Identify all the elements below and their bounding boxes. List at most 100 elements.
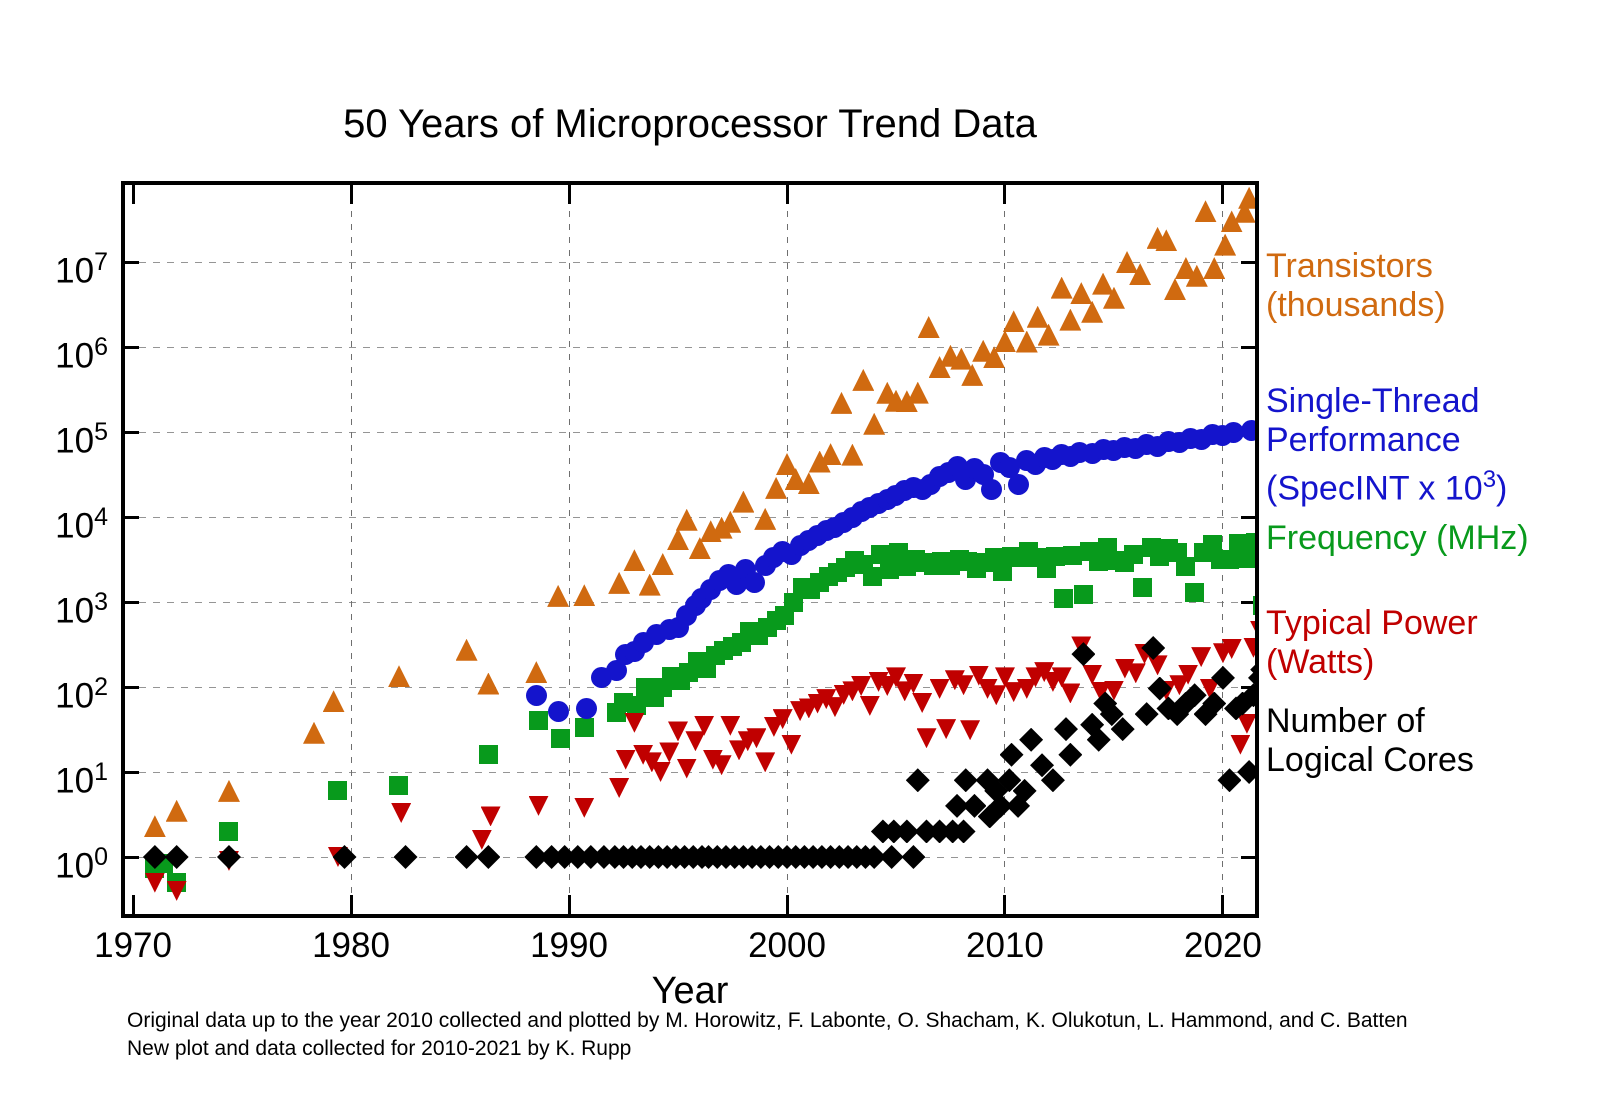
transistors-data-point (1214, 233, 1237, 256)
y-tick-mark (125, 855, 139, 859)
frequency-data-point (862, 566, 882, 586)
power-data-point (1250, 620, 1255, 641)
frequency-data-point (1185, 582, 1205, 602)
transistors-data-point (1026, 305, 1049, 328)
transistors-data-point (302, 721, 325, 744)
transistors-data-point (387, 665, 410, 688)
power-data-point (528, 795, 549, 816)
transistors-data-point (651, 553, 674, 576)
frequency-data-point (219, 821, 239, 841)
power-data-point (1191, 647, 1212, 668)
x-tick-label: 1970 (94, 926, 172, 965)
frequency-data-point (1219, 549, 1239, 569)
frequency-data-point (550, 728, 570, 748)
x-tick-mark (1003, 185, 1007, 204)
power-data-point (1082, 664, 1103, 685)
transistors-data-point (906, 381, 929, 404)
grid-line-horizontal (125, 346, 1255, 348)
y-tick-mark (125, 600, 139, 604)
power-data-point (1230, 734, 1251, 755)
cores-data-point (1248, 665, 1255, 690)
transistors-data-point (1059, 308, 1082, 331)
power-data-point (1125, 663, 1146, 684)
y-tick-label: 103 (55, 588, 108, 631)
legend-cores-line2: Logical Cores (1266, 741, 1474, 779)
footnote-line-2: New plot and data collected for 2010-202… (127, 1037, 632, 1060)
chart-title: 50 Years of Microprocessor Trend Data (343, 102, 1037, 146)
transistors-data-point (819, 443, 842, 466)
x-tick-mark (1003, 895, 1007, 914)
transistors-data-point (638, 573, 661, 596)
frequency-data-point (1246, 533, 1255, 553)
legend-cores-label: Number of Logical Cores (1266, 702, 1474, 780)
power-data-point (624, 712, 645, 733)
transistors-data-point (525, 661, 548, 684)
power-data-point (1243, 637, 1255, 658)
frequency-data-point (784, 592, 804, 612)
frequency-data-point (871, 545, 891, 565)
power-data-point (144, 872, 165, 893)
y-tick-mark (125, 345, 139, 349)
legend-cores-line1: Number of (1266, 702, 1425, 740)
power-data-point (391, 802, 412, 823)
power-data-point (781, 734, 802, 755)
x-tick-label: 2020 (1184, 926, 1262, 965)
power-data-point (960, 720, 981, 741)
specint-data-point (547, 701, 569, 723)
legend-power-line1: Typical Power (1266, 604, 1478, 642)
legend-frequency-line1: Frequency (MHz) (1266, 519, 1529, 557)
x-tick-mark (349, 185, 353, 204)
frequency-data-point (1063, 546, 1083, 566)
grid-line-horizontal (125, 431, 1255, 433)
frequency-data-point (1124, 545, 1144, 565)
power-data-point (574, 797, 595, 818)
frequency-data-point (627, 696, 647, 716)
power-data-point (615, 749, 636, 770)
cores-data-point (393, 845, 418, 870)
frequency-data-point (1045, 547, 1065, 567)
cores-data-point (1071, 642, 1096, 667)
specint-data-point (1240, 419, 1255, 441)
frequency-data-point (1073, 584, 1093, 604)
frequency-data-point (389, 775, 409, 795)
transistors-data-point (1194, 200, 1217, 223)
cores-data-point (216, 845, 241, 870)
transistors-data-point (841, 443, 864, 466)
y-tick-mark (125, 430, 139, 434)
power-data-point (912, 692, 933, 713)
legend-transistors-label: Transistors (thousands) (1266, 247, 1446, 325)
grid-line-vertical (1222, 185, 1224, 914)
transistors-data-point (165, 799, 188, 822)
transistors-data-point (573, 584, 596, 607)
y-tick-label: 104 (55, 503, 108, 546)
x-axis-title: Year (651, 970, 729, 1012)
x-tick-mark (131, 185, 135, 204)
y-tick-mark (1241, 685, 1255, 689)
cores-data-point (879, 845, 904, 870)
y-tick-mark (1241, 515, 1255, 519)
power-data-point (929, 678, 950, 699)
frequency-data-point (328, 781, 348, 801)
y-tick-mark (125, 770, 139, 774)
y-tick-label: 105 (55, 418, 108, 461)
y-tick-mark (125, 260, 139, 264)
specint-data-point (981, 479, 1003, 501)
y-tick-label: 101 (55, 758, 108, 801)
cores-data-point (901, 845, 926, 870)
transistors-data-point (623, 549, 646, 572)
power-data-point (1147, 655, 1168, 676)
cores-data-point (454, 845, 479, 870)
transistors-data-point (477, 672, 500, 695)
frequency-data-point (1176, 557, 1196, 577)
transistors-data-point (1070, 282, 1093, 305)
grid-line-vertical (568, 185, 570, 914)
specint-data-point (1223, 421, 1245, 443)
x-tick-label: 1980 (312, 926, 390, 965)
legend-specint-line3: (SpecINT x 103) (1266, 466, 1508, 508)
y-tick-mark (1241, 260, 1255, 264)
specint-data-point (525, 684, 547, 706)
transistors-data-point (455, 638, 478, 661)
x-tick-mark (785, 895, 789, 914)
legend-power-line2: (Watts) (1266, 643, 1375, 681)
